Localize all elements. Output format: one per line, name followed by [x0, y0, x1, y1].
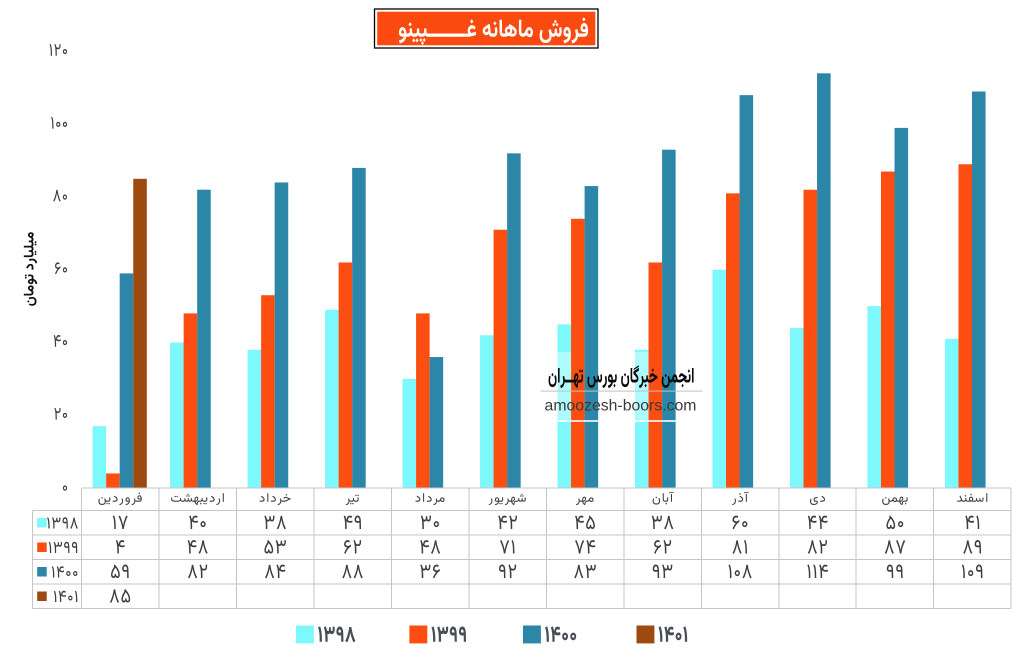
svg-text:amoozesh-boors.com: amoozesh-boors.com: [545, 398, 697, 415]
